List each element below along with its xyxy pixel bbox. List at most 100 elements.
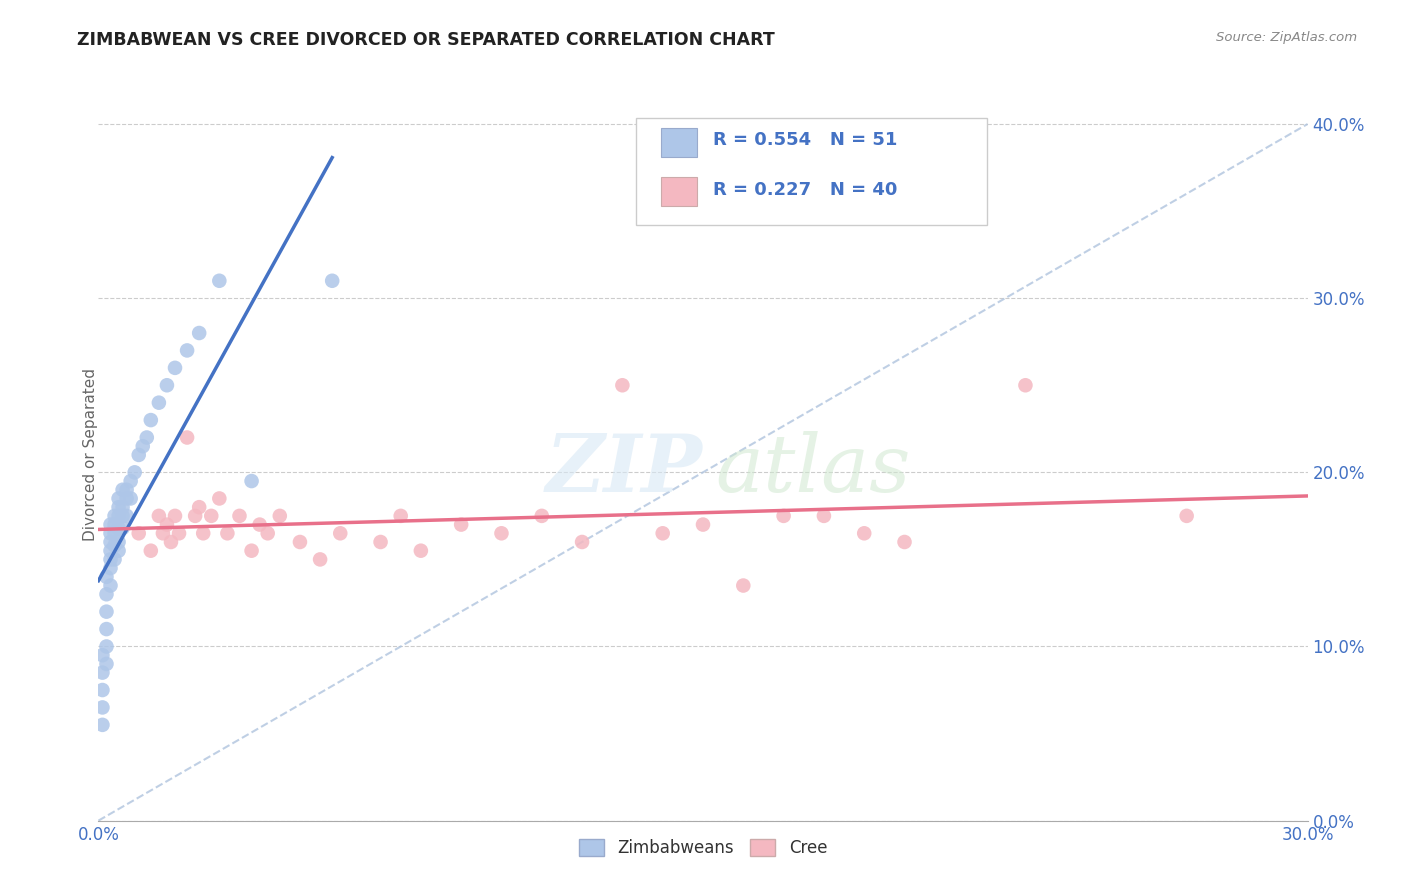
Text: R = 0.554   N = 51: R = 0.554 N = 51	[713, 131, 897, 149]
Point	[1014, 378, 1036, 392]
Point	[240, 543, 263, 558]
Point	[103, 508, 125, 523]
Point	[96, 605, 118, 619]
Text: R = 0.227   N = 40: R = 0.227 N = 40	[713, 181, 897, 199]
Point	[612, 378, 634, 392]
Point	[249, 517, 271, 532]
Point	[91, 718, 114, 732]
Point	[91, 683, 114, 698]
Point	[100, 561, 122, 575]
Point	[893, 535, 915, 549]
Point	[208, 274, 231, 288]
FancyBboxPatch shape	[661, 128, 697, 157]
Point	[450, 517, 472, 532]
Point	[200, 508, 222, 523]
Point	[96, 570, 118, 584]
Point	[100, 526, 122, 541]
Point	[96, 640, 118, 654]
Point	[107, 543, 129, 558]
Point	[217, 526, 239, 541]
Text: ZIP: ZIP	[546, 431, 703, 508]
Point	[208, 491, 231, 506]
Point	[91, 648, 114, 663]
Point	[167, 526, 190, 541]
Point	[128, 526, 150, 541]
Point	[156, 517, 179, 532]
Point	[1175, 508, 1198, 523]
Point	[100, 543, 122, 558]
Point	[100, 552, 122, 566]
Point	[100, 517, 122, 532]
Point	[115, 491, 138, 506]
Point	[733, 578, 755, 592]
Point	[91, 700, 114, 714]
Point	[309, 552, 332, 566]
Point	[184, 508, 207, 523]
Point	[128, 448, 150, 462]
Point	[124, 466, 146, 480]
Point	[139, 413, 162, 427]
Point	[176, 430, 198, 444]
Point	[100, 578, 122, 592]
Point	[409, 543, 432, 558]
Y-axis label: Divorced or Separated: Divorced or Separated	[83, 368, 97, 541]
Point	[103, 526, 125, 541]
Point	[135, 430, 157, 444]
Point	[91, 665, 114, 680]
Point	[256, 526, 278, 541]
Point	[692, 517, 714, 532]
Point	[193, 526, 215, 541]
Point	[111, 500, 134, 515]
Point	[107, 521, 129, 535]
Point	[163, 508, 186, 523]
Point	[111, 483, 134, 497]
Point	[288, 535, 311, 549]
Point	[188, 500, 211, 515]
Point	[148, 395, 170, 409]
Point	[240, 474, 263, 488]
Point	[228, 508, 250, 523]
Legend: Zimbabweans, Cree: Zimbabweans, Cree	[572, 832, 834, 863]
Point	[163, 360, 186, 375]
Point	[115, 508, 138, 523]
Point	[571, 535, 593, 549]
Point	[107, 535, 129, 549]
Point	[772, 508, 794, 523]
Point	[96, 657, 118, 671]
Point	[370, 535, 392, 549]
Point	[156, 378, 179, 392]
Point	[148, 508, 170, 523]
Point	[152, 526, 174, 541]
Text: atlas: atlas	[716, 431, 911, 508]
Point	[103, 539, 125, 553]
Text: ZIMBABWEAN VS CREE DIVORCED OR SEPARATED CORRELATION CHART: ZIMBABWEAN VS CREE DIVORCED OR SEPARATED…	[77, 31, 775, 49]
Text: Source: ZipAtlas.com: Source: ZipAtlas.com	[1216, 31, 1357, 45]
Point	[329, 526, 352, 541]
Point	[188, 326, 211, 340]
Point	[100, 535, 122, 549]
Point	[651, 526, 673, 541]
Point	[530, 508, 553, 523]
Point	[132, 439, 155, 453]
Point	[160, 535, 183, 549]
Point	[96, 622, 118, 636]
Point	[491, 526, 513, 541]
Point	[107, 508, 129, 523]
FancyBboxPatch shape	[661, 177, 697, 206]
Point	[103, 517, 125, 532]
Point	[107, 491, 129, 506]
FancyBboxPatch shape	[637, 119, 987, 225]
Point	[111, 521, 134, 535]
Point	[96, 587, 118, 601]
Point	[389, 508, 412, 523]
Point	[269, 508, 291, 523]
Point	[103, 552, 125, 566]
Point	[853, 526, 876, 541]
Point	[176, 343, 198, 358]
Point	[120, 491, 142, 506]
Point	[321, 274, 343, 288]
Point	[139, 543, 162, 558]
Point	[107, 500, 129, 515]
Point	[120, 474, 142, 488]
Point	[111, 508, 134, 523]
